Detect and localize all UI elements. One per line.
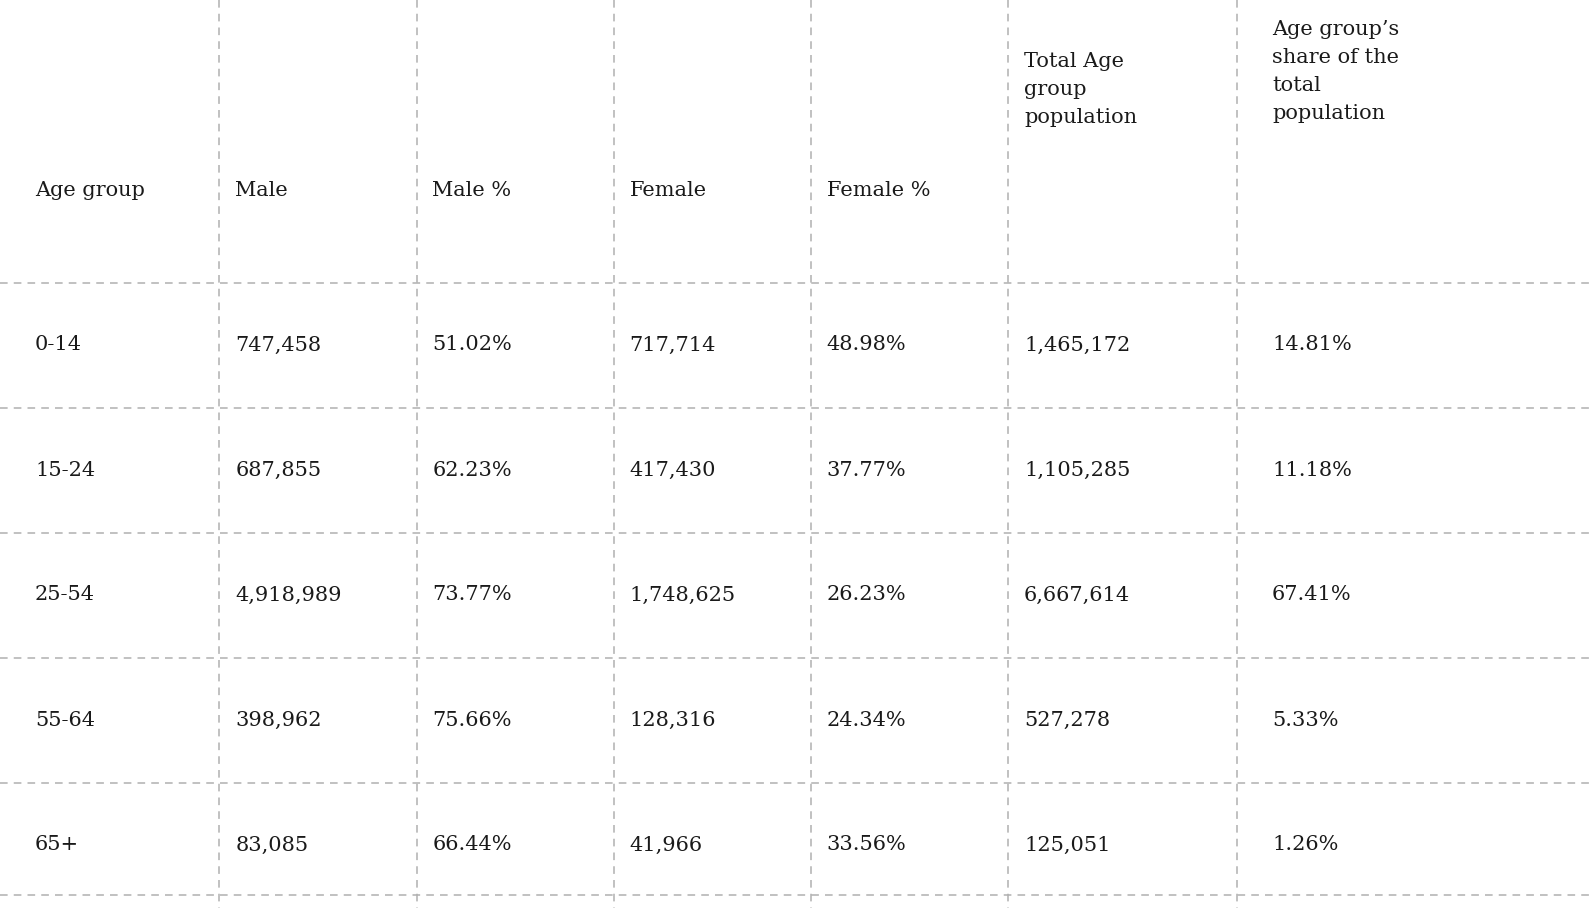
- Text: Female %: Female %: [827, 181, 930, 200]
- Text: 25-54: 25-54: [35, 586, 95, 605]
- Text: 83,085: 83,085: [235, 835, 308, 854]
- Text: 24.34%: 24.34%: [827, 710, 906, 729]
- Text: 1.26%: 1.26%: [1272, 835, 1339, 854]
- Text: 417,430: 417,430: [630, 460, 716, 479]
- Text: 55-64: 55-64: [35, 710, 95, 729]
- Text: 41,966: 41,966: [630, 835, 703, 854]
- Text: 125,051: 125,051: [1024, 835, 1110, 854]
- Text: 73.77%: 73.77%: [432, 586, 512, 605]
- Text: 11.18%: 11.18%: [1272, 460, 1352, 479]
- Text: Male %: Male %: [432, 181, 512, 200]
- Text: 0-14: 0-14: [35, 335, 83, 354]
- Text: 67.41%: 67.41%: [1272, 586, 1352, 605]
- Text: 51.02%: 51.02%: [432, 335, 512, 354]
- Text: 5.33%: 5.33%: [1272, 710, 1339, 729]
- Text: Male: Male: [235, 181, 288, 200]
- Text: 687,855: 687,855: [235, 460, 321, 479]
- Text: 15-24: 15-24: [35, 460, 95, 479]
- Text: 6,667,614: 6,667,614: [1024, 586, 1130, 605]
- Text: 747,458: 747,458: [235, 335, 321, 354]
- Text: 1,465,172: 1,465,172: [1024, 335, 1130, 354]
- Text: 48.98%: 48.98%: [827, 335, 906, 354]
- Text: 65+: 65+: [35, 835, 80, 854]
- Text: 62.23%: 62.23%: [432, 460, 512, 479]
- Text: 75.66%: 75.66%: [432, 710, 512, 729]
- Text: 4,918,989: 4,918,989: [235, 586, 342, 605]
- Text: Age group: Age group: [35, 181, 145, 200]
- Text: 37.77%: 37.77%: [827, 460, 906, 479]
- Text: 398,962: 398,962: [235, 710, 321, 729]
- Text: 128,316: 128,316: [630, 710, 716, 729]
- Text: 1,105,285: 1,105,285: [1024, 460, 1130, 479]
- Text: 1,748,625: 1,748,625: [630, 586, 736, 605]
- Text: Female: Female: [630, 181, 708, 200]
- Text: 33.56%: 33.56%: [827, 835, 906, 854]
- Text: 26.23%: 26.23%: [827, 586, 906, 605]
- Text: 66.44%: 66.44%: [432, 835, 512, 854]
- Text: 527,278: 527,278: [1024, 710, 1110, 729]
- Text: 14.81%: 14.81%: [1272, 335, 1352, 354]
- Text: Total Age
group
population: Total Age group population: [1024, 52, 1137, 127]
- Text: 717,714: 717,714: [630, 335, 716, 354]
- Text: Age group’s
share of the
total
population: Age group’s share of the total populatio…: [1272, 20, 1399, 123]
